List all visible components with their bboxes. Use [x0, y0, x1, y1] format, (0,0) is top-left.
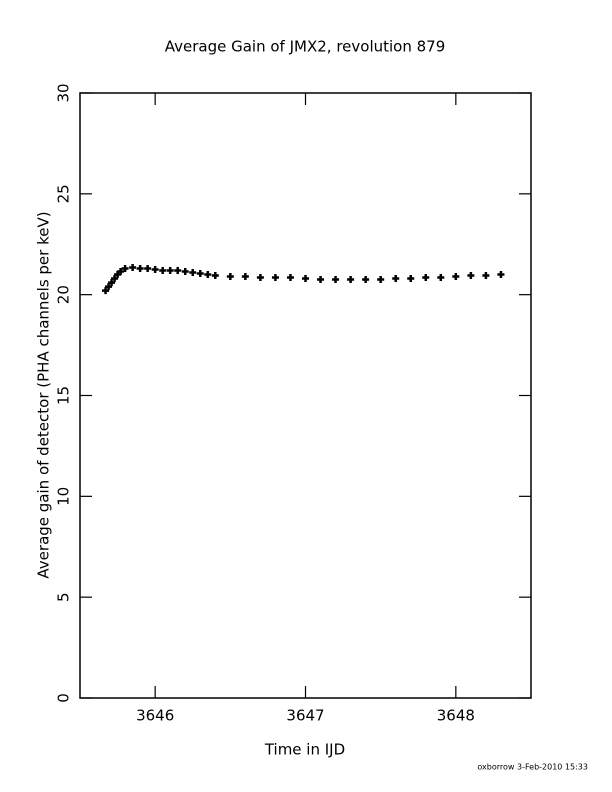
- point: [467, 272, 475, 280]
- point: [452, 273, 460, 281]
- point: [121, 264, 129, 272]
- point: [437, 274, 445, 282]
- point: [497, 271, 505, 278]
- y-tick-label: 10: [55, 487, 73, 506]
- point: [211, 272, 219, 280]
- y-tick-label: 5: [55, 592, 73, 602]
- y-tick-label: 0: [55, 693, 73, 703]
- point: [144, 264, 152, 272]
- point: [362, 276, 370, 284]
- point: [181, 267, 189, 275]
- plot-frame: [79, 92, 532, 699]
- point: [166, 266, 174, 274]
- point: [347, 276, 355, 284]
- point: [105, 283, 113, 291]
- point: [189, 268, 197, 276]
- point: [302, 275, 309, 283]
- x-tick-label: 3647: [286, 707, 324, 725]
- point: [151, 265, 159, 273]
- y-tick-label: 25: [55, 184, 73, 203]
- point: [204, 271, 212, 278]
- point: [482, 272, 490, 280]
- point: [286, 274, 294, 282]
- point: [241, 273, 249, 281]
- x-axis-label: Time in IJD: [264, 741, 345, 759]
- point: [317, 276, 325, 284]
- point: [129, 263, 137, 271]
- x-tick-label: 3648: [437, 707, 475, 725]
- y-tick-label: 15: [55, 386, 73, 405]
- point: [377, 276, 385, 284]
- y-tick-label: 30: [55, 83, 73, 102]
- chart-title: Average Gain of JMX2, revolution 879: [165, 38, 446, 56]
- y-tick-label: 20: [55, 285, 73, 304]
- footer: oxborrow 3-Feb-2010 15:33: [477, 763, 588, 772]
- point: [271, 274, 279, 282]
- y-axis-label: Average gain of detector (PHA channels p…: [35, 211, 53, 578]
- point: [117, 267, 125, 275]
- point: [256, 274, 264, 282]
- point: [407, 275, 415, 283]
- point: [108, 279, 116, 287]
- point: [332, 276, 340, 284]
- point: [392, 275, 400, 283]
- point: [422, 274, 430, 282]
- x-tick-label: 3646: [136, 707, 174, 725]
- point: [111, 275, 119, 283]
- point: [226, 273, 234, 281]
- point: [102, 287, 110, 295]
- point: [159, 266, 167, 274]
- point: [196, 269, 204, 277]
- point: [174, 266, 182, 274]
- point: [136, 264, 144, 272]
